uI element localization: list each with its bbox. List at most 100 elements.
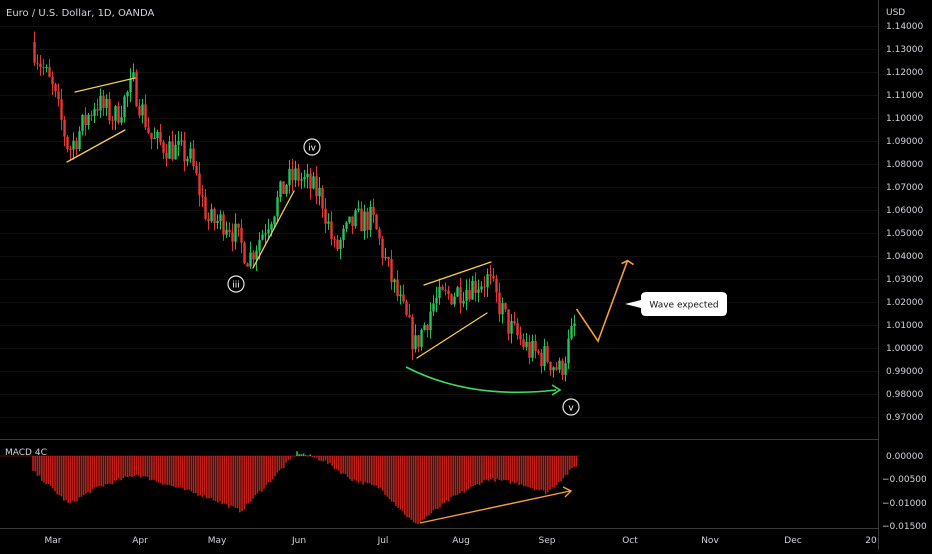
candle-body[interactable] [105, 98, 108, 108]
macd-divergence-line[interactable] [419, 490, 571, 524]
candle-body[interactable] [369, 206, 372, 231]
candle-body[interactable] [345, 222, 348, 229]
candle-body[interactable] [378, 229, 381, 239]
candle-body[interactable] [507, 309, 510, 334]
candle-body[interactable] [135, 72, 138, 107]
candle-body[interactable] [42, 67, 45, 69]
wedge-line[interactable] [66, 129, 126, 163]
candle-body[interactable] [375, 214, 378, 230]
candle-body[interactable] [303, 177, 306, 180]
candle-body[interactable] [321, 187, 324, 209]
candle-body[interactable] [123, 96, 126, 118]
candle-body[interactable] [453, 296, 456, 305]
candle-body[interactable] [276, 197, 279, 217]
candle-body[interactable] [267, 229, 270, 234]
candle-body[interactable] [237, 223, 240, 228]
candle-body[interactable] [549, 361, 552, 371]
candle-body[interactable] [525, 341, 528, 348]
candle-body[interactable] [255, 250, 258, 260]
candle-body[interactable] [477, 289, 480, 293]
candle-body[interactable] [210, 209, 213, 221]
candle-body[interactable] [87, 114, 90, 125]
candle-body[interactable] [243, 242, 246, 264]
candle-body[interactable] [450, 294, 453, 305]
candle-body[interactable] [366, 211, 369, 231]
candle-body[interactable] [474, 280, 477, 293]
candle-body[interactable] [138, 106, 141, 116]
candle-body[interactable] [411, 316, 414, 350]
candle-body[interactable] [501, 303, 504, 315]
candle-body[interactable] [156, 131, 159, 139]
candle-body[interactable] [72, 140, 75, 150]
wave-expected-callout[interactable]: Wave expected [625, 292, 727, 316]
candle-body[interactable] [324, 208, 327, 224]
candle-body[interactable] [213, 209, 216, 223]
candle-body[interactable] [462, 300, 465, 304]
candle-body[interactable] [198, 173, 201, 196]
candle-body[interactable] [36, 62, 39, 64]
wedge-line[interactable] [423, 261, 492, 286]
candle-body[interactable] [117, 106, 120, 123]
drawings[interactable] [66, 77, 634, 396]
candle-body[interactable] [99, 95, 102, 111]
candle-body[interactable] [294, 168, 297, 181]
candle-body[interactable] [285, 184, 288, 194]
candle-body[interactable] [162, 142, 165, 153]
candle-body[interactable] [354, 210, 357, 227]
candle-body[interactable] [171, 141, 174, 160]
candle-body[interactable] [489, 274, 492, 276]
candle-body[interactable] [360, 208, 363, 232]
candle-body[interactable] [486, 274, 489, 288]
candle-body[interactable] [468, 289, 471, 300]
candle-body[interactable] [498, 292, 501, 315]
candle-body[interactable] [240, 227, 243, 243]
wedge-line[interactable] [416, 312, 488, 359]
candle-body[interactable] [219, 214, 222, 221]
candle-body[interactable] [381, 238, 384, 258]
macd-label[interactable]: MACD 4C [5, 448, 47, 458]
candle-body[interactable] [540, 352, 543, 367]
candle-body[interactable] [561, 360, 564, 375]
candle-body[interactable] [327, 221, 330, 224]
candle-body[interactable] [333, 239, 336, 241]
candle-body[interactable] [177, 140, 180, 145]
candle-body[interactable] [330, 221, 333, 240]
candle-body[interactable] [180, 140, 183, 142]
candle-body[interactable] [201, 195, 204, 197]
candle-body[interactable] [426, 325, 429, 331]
wave-label-iii[interactable]: iii [227, 275, 245, 293]
candlesticks[interactable] [33, 31, 576, 382]
candle-body[interactable] [168, 141, 171, 159]
candle-body[interactable] [288, 168, 291, 185]
candle-body[interactable] [264, 233, 267, 235]
candle-body[interactable] [456, 287, 459, 297]
candle-body[interactable] [252, 252, 255, 260]
candle-body[interactable] [66, 136, 69, 149]
candle-body[interactable] [408, 315, 411, 317]
candle-body[interactable] [558, 360, 561, 370]
candle-body[interactable] [165, 152, 168, 159]
candle-body[interactable] [363, 211, 366, 232]
candle-body[interactable] [39, 63, 42, 68]
candle-body[interactable] [555, 367, 558, 370]
candle-body[interactable] [312, 176, 315, 189]
candle-body[interactable] [144, 104, 147, 128]
candle-body[interactable] [429, 311, 432, 331]
candle-body[interactable] [567, 338, 570, 364]
candle-body[interactable] [114, 106, 117, 121]
candle-body[interactable] [96, 109, 99, 111]
candle-body[interactable] [534, 340, 537, 352]
candle-body[interactable] [306, 173, 309, 178]
candle-body[interactable] [33, 42, 36, 63]
candle-body[interactable] [402, 294, 405, 302]
candle-body[interactable] [315, 176, 318, 197]
candle-body[interactable] [546, 346, 549, 362]
candle-body[interactable] [150, 132, 153, 139]
candle-body[interactable] [384, 257, 387, 259]
candle-body[interactable] [57, 91, 60, 100]
wave-iii-trendline[interactable] [252, 190, 295, 269]
candle-body[interactable] [390, 259, 393, 283]
candle-body[interactable] [387, 257, 390, 260]
candle-body[interactable] [372, 206, 375, 215]
